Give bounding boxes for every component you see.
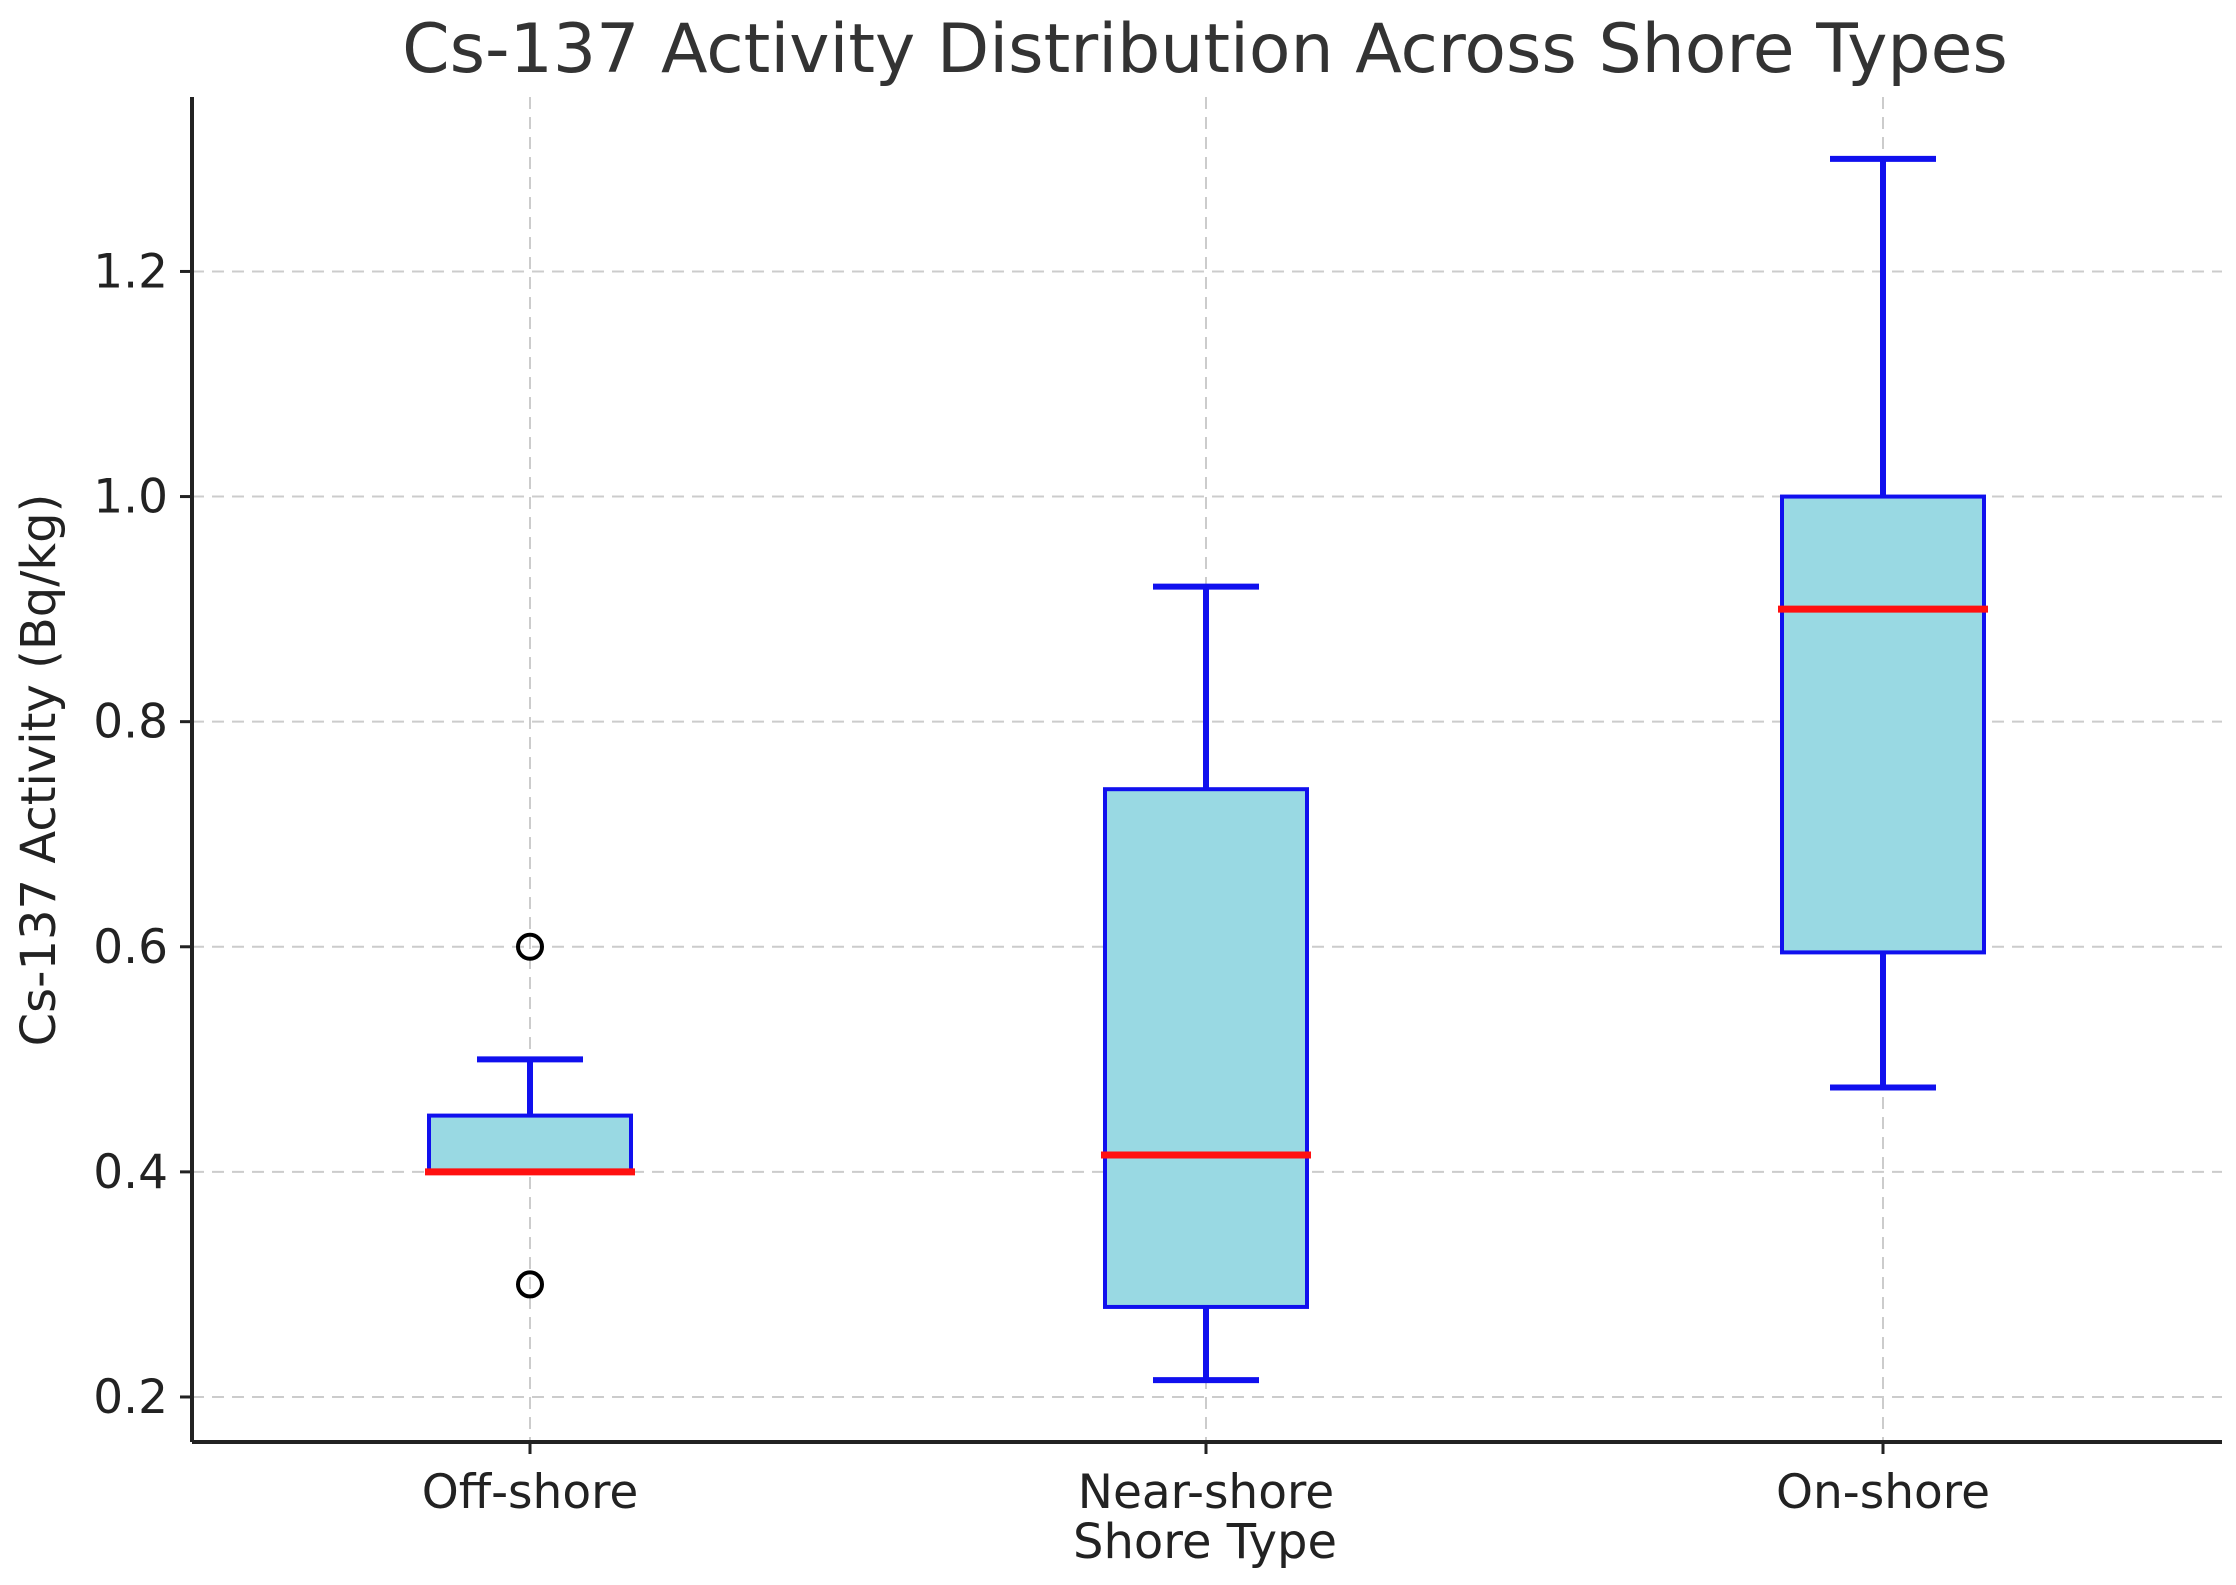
tick-layer: 0.2 0.4 0.6 0.8 1.0 1.2 Off-shore Near-shore On-… — [93, 244, 1990, 1520]
chart-title: Cs-137 Activity Distribution Across Shor… — [402, 10, 2008, 89]
box-group-off-shore — [425, 932, 635, 1299]
y-tick-label: 0.6 — [93, 920, 168, 975]
plot-layer — [425, 155, 1988, 1384]
y-tick-label: 0.4 — [93, 1145, 168, 1200]
y-tick-label: 0.2 — [93, 1370, 168, 1425]
y-tick-label: 1.0 — [93, 470, 168, 525]
box-body — [1780, 494, 1986, 955]
x-tick-label: On-shore — [1776, 1465, 1990, 1520]
x-tick-label: Near-shore — [1078, 1465, 1334, 1520]
box-body — [1103, 787, 1309, 1309]
box-body — [427, 1113, 633, 1174]
y-tick-label: 1.2 — [93, 244, 168, 299]
y-tick-label: 0.8 — [93, 695, 168, 750]
x-axis-label: Shore Type — [1073, 1514, 1337, 1570]
box-group-on-shore — [1778, 155, 1988, 1091]
y-axis-label: Cs-137 Activity (Bq/kg) — [11, 494, 67, 1047]
box-group-near-shore — [1101, 583, 1311, 1384]
outlier-point — [516, 932, 544, 961]
x-tick-label: Off-shore — [422, 1465, 639, 1520]
outlier-point — [516, 1270, 544, 1299]
